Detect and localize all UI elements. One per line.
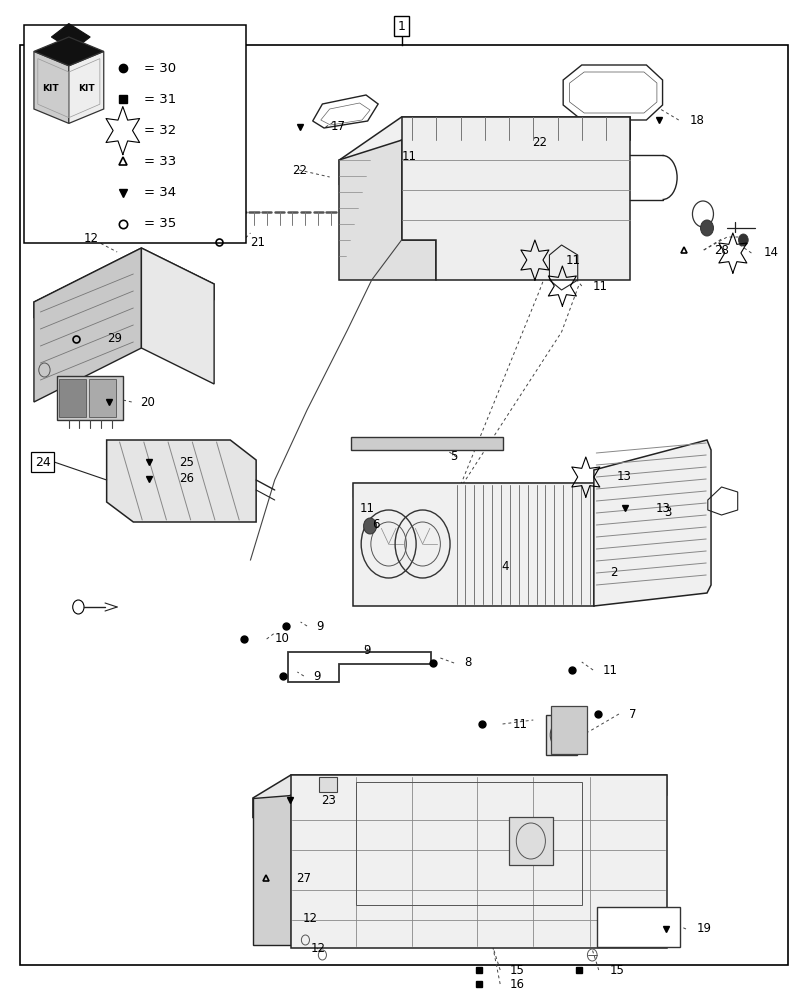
- Text: 17: 17: [330, 120, 346, 133]
- Polygon shape: [402, 117, 630, 280]
- Polygon shape: [291, 775, 667, 948]
- Polygon shape: [253, 795, 291, 945]
- Text: 11: 11: [360, 502, 375, 516]
- Text: = 34: = 34: [144, 186, 176, 199]
- Bar: [546, 715, 577, 755]
- Polygon shape: [353, 483, 594, 497]
- Polygon shape: [34, 248, 214, 318]
- Text: 9: 9: [317, 619, 324, 633]
- Text: = 31: = 31: [144, 93, 176, 106]
- Text: 22: 22: [532, 136, 547, 149]
- Text: 25: 25: [179, 456, 194, 468]
- Text: 22: 22: [292, 163, 308, 176]
- Bar: [509, 817, 553, 865]
- Polygon shape: [34, 51, 69, 123]
- Text: 23: 23: [321, 794, 335, 806]
- Text: 29: 29: [107, 332, 122, 346]
- Text: 11: 11: [593, 279, 608, 292]
- Text: 11: 11: [566, 253, 581, 266]
- Text: KIT: KIT: [42, 84, 58, 93]
- Bar: [597, 907, 680, 947]
- Polygon shape: [34, 37, 103, 66]
- Bar: [351, 437, 503, 450]
- Text: 13: 13: [617, 471, 631, 484]
- Text: 12: 12: [84, 232, 99, 244]
- Polygon shape: [34, 248, 141, 402]
- Text: 6: 6: [372, 518, 379, 532]
- Text: 18: 18: [689, 113, 704, 126]
- Text: 4: 4: [501, 560, 508, 572]
- Text: 12: 12: [302, 912, 318, 926]
- Bar: [319, 777, 337, 792]
- Polygon shape: [69, 51, 103, 123]
- Text: 9: 9: [363, 645, 370, 658]
- Circle shape: [73, 600, 84, 614]
- Text: 9: 9: [314, 670, 321, 682]
- Bar: [57, 376, 123, 420]
- Text: 2: 2: [610, 566, 617, 578]
- Text: 7: 7: [629, 708, 636, 720]
- Text: 28: 28: [714, 243, 729, 256]
- Text: 27: 27: [297, 871, 312, 884]
- Text: = 33: = 33: [144, 155, 176, 168]
- Bar: [24, 25, 246, 243]
- Polygon shape: [141, 248, 214, 384]
- Circle shape: [701, 220, 713, 236]
- Text: 5: 5: [450, 450, 457, 464]
- Text: = 32: = 32: [144, 124, 176, 137]
- Polygon shape: [107, 440, 256, 522]
- Circle shape: [739, 234, 748, 246]
- Text: 15: 15: [510, 964, 524, 976]
- Text: 1: 1: [398, 19, 406, 32]
- Text: 20: 20: [140, 395, 154, 408]
- Text: 15: 15: [609, 964, 624, 976]
- Text: 13: 13: [655, 502, 670, 514]
- Bar: [551, 706, 587, 754]
- Polygon shape: [253, 775, 667, 818]
- Text: 19: 19: [696, 922, 712, 936]
- Text: 24: 24: [35, 456, 51, 468]
- Polygon shape: [52, 24, 90, 50]
- Bar: [59, 379, 86, 417]
- Bar: [89, 379, 116, 417]
- Text: 11: 11: [402, 150, 417, 163]
- Text: 14: 14: [764, 246, 779, 259]
- Polygon shape: [339, 117, 630, 185]
- Text: 10: 10: [275, 633, 289, 646]
- Polygon shape: [353, 483, 594, 606]
- Text: 11: 11: [513, 718, 528, 730]
- Text: = 30: = 30: [144, 62, 176, 75]
- Polygon shape: [339, 140, 436, 280]
- Text: 26: 26: [179, 473, 195, 486]
- Text: 12: 12: [311, 942, 326, 956]
- Text: 8: 8: [464, 656, 471, 670]
- Text: 16: 16: [510, 978, 525, 990]
- Polygon shape: [594, 440, 711, 606]
- Text: KIT: KIT: [78, 84, 95, 93]
- Text: = 35: = 35: [144, 217, 176, 230]
- Text: 11: 11: [603, 664, 618, 676]
- Text: 21: 21: [250, 235, 265, 248]
- Circle shape: [364, 518, 377, 534]
- Text: 3: 3: [664, 506, 671, 518]
